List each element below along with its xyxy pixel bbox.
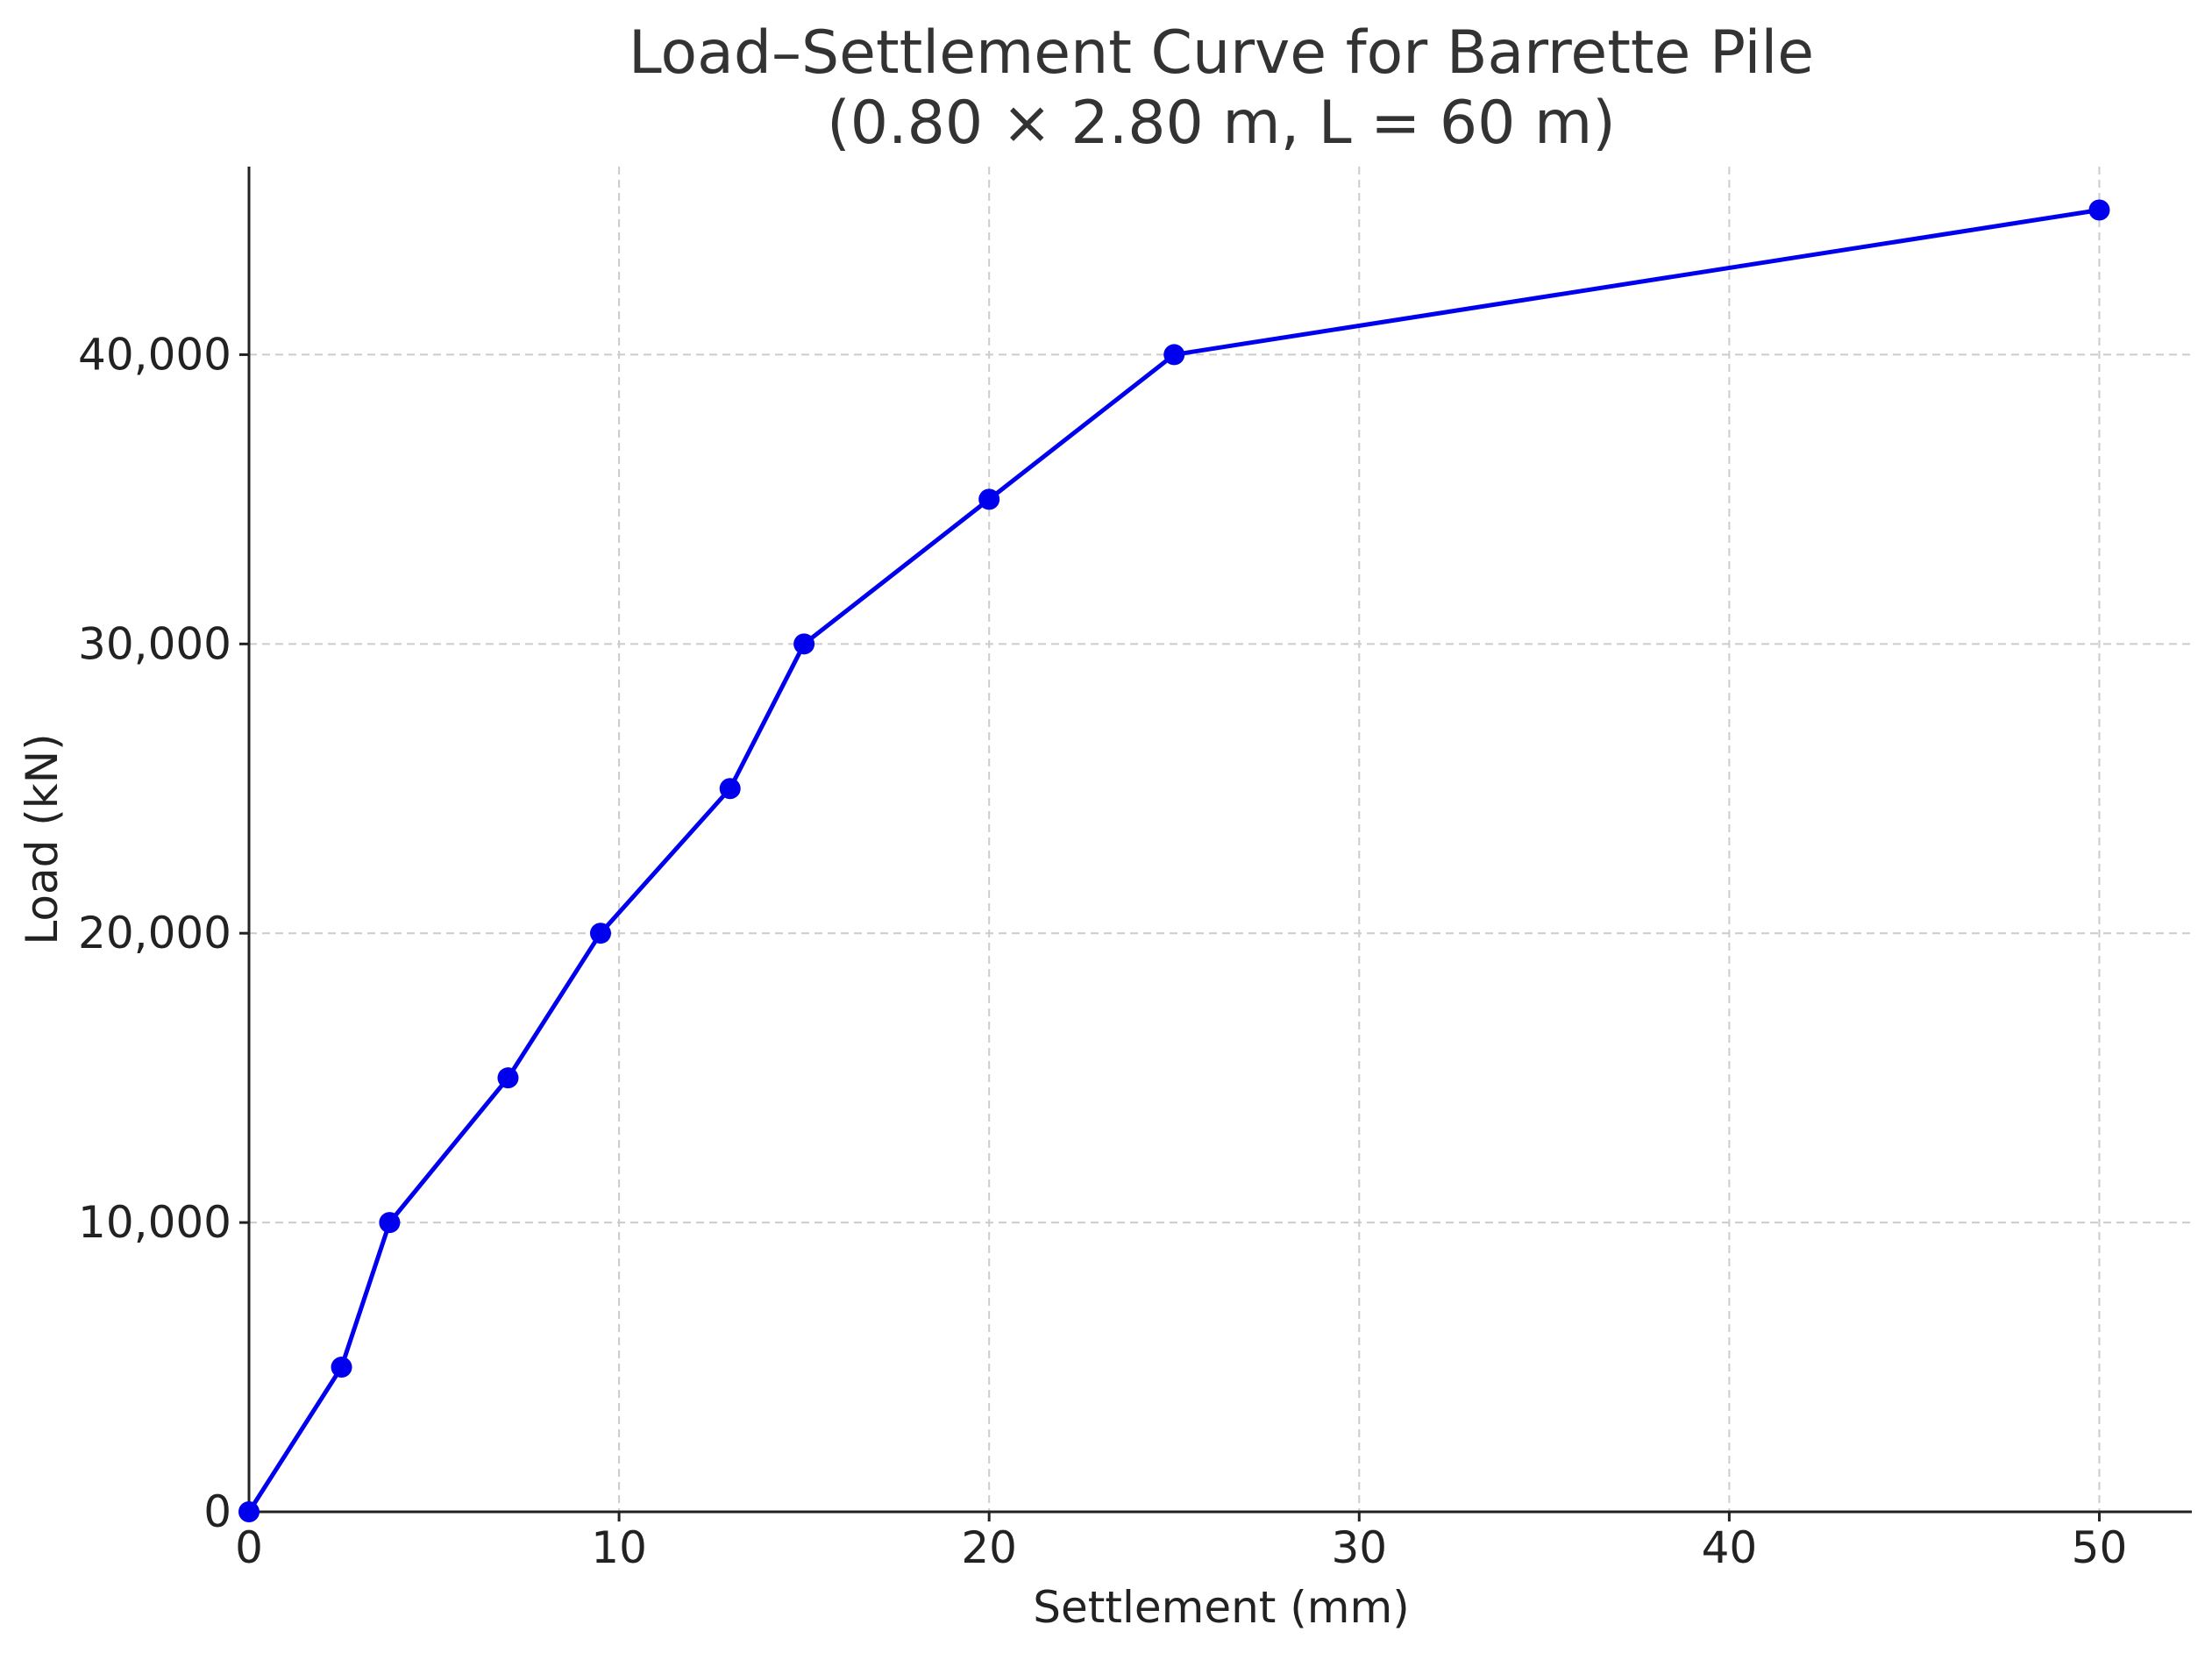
chart-title-group: Load–Settlement Curve for Barrette Pile …: [629, 18, 1814, 158]
y-tick-label: 30,000: [78, 618, 231, 669]
series-line: [246, 207, 2102, 1514]
chart-subtitle: (0.80 × 2.80 m, L = 60 m): [827, 89, 1616, 158]
data-point: [238, 1501, 260, 1522]
grid-layer: [249, 167, 2192, 1512]
data-point: [719, 778, 741, 800]
x-tick-label: 20: [961, 1522, 1017, 1573]
x-tick-label: 30: [1331, 1522, 1387, 1573]
y-tick-label: 40,000: [78, 329, 231, 380]
data-point: [2088, 199, 2110, 221]
x-tick-label: 50: [2072, 1522, 2128, 1573]
x-tick-label: 40: [1702, 1522, 1758, 1573]
data-point: [1163, 344, 1185, 366]
y-tick-label: 10,000: [78, 1197, 231, 1248]
tick-layer: 0 10 20 30 40 50 0 10,000 20,000 30,000 40,000: [78, 329, 2127, 1573]
axes-spines: [247, 167, 2192, 1514]
chart-title: Load–Settlement Curve for Barrette Pile: [629, 18, 1814, 88]
data-point: [497, 1067, 519, 1089]
y-axis-title: Load (kN): [17, 733, 68, 944]
y-tick-label: 0: [203, 1486, 231, 1537]
data-point: [379, 1212, 401, 1234]
y-tick-label: 20,000: [78, 908, 231, 958]
data-point: [331, 1357, 352, 1379]
data-point: [589, 923, 611, 944]
data-point: [978, 488, 1000, 510]
x-tick-label: 0: [235, 1522, 263, 1573]
x-tick-label: 10: [591, 1522, 647, 1573]
series-layer: [238, 199, 2110, 1522]
x-axis-title: Settlement (mm): [1033, 1582, 1409, 1633]
data-point: [793, 633, 815, 655]
